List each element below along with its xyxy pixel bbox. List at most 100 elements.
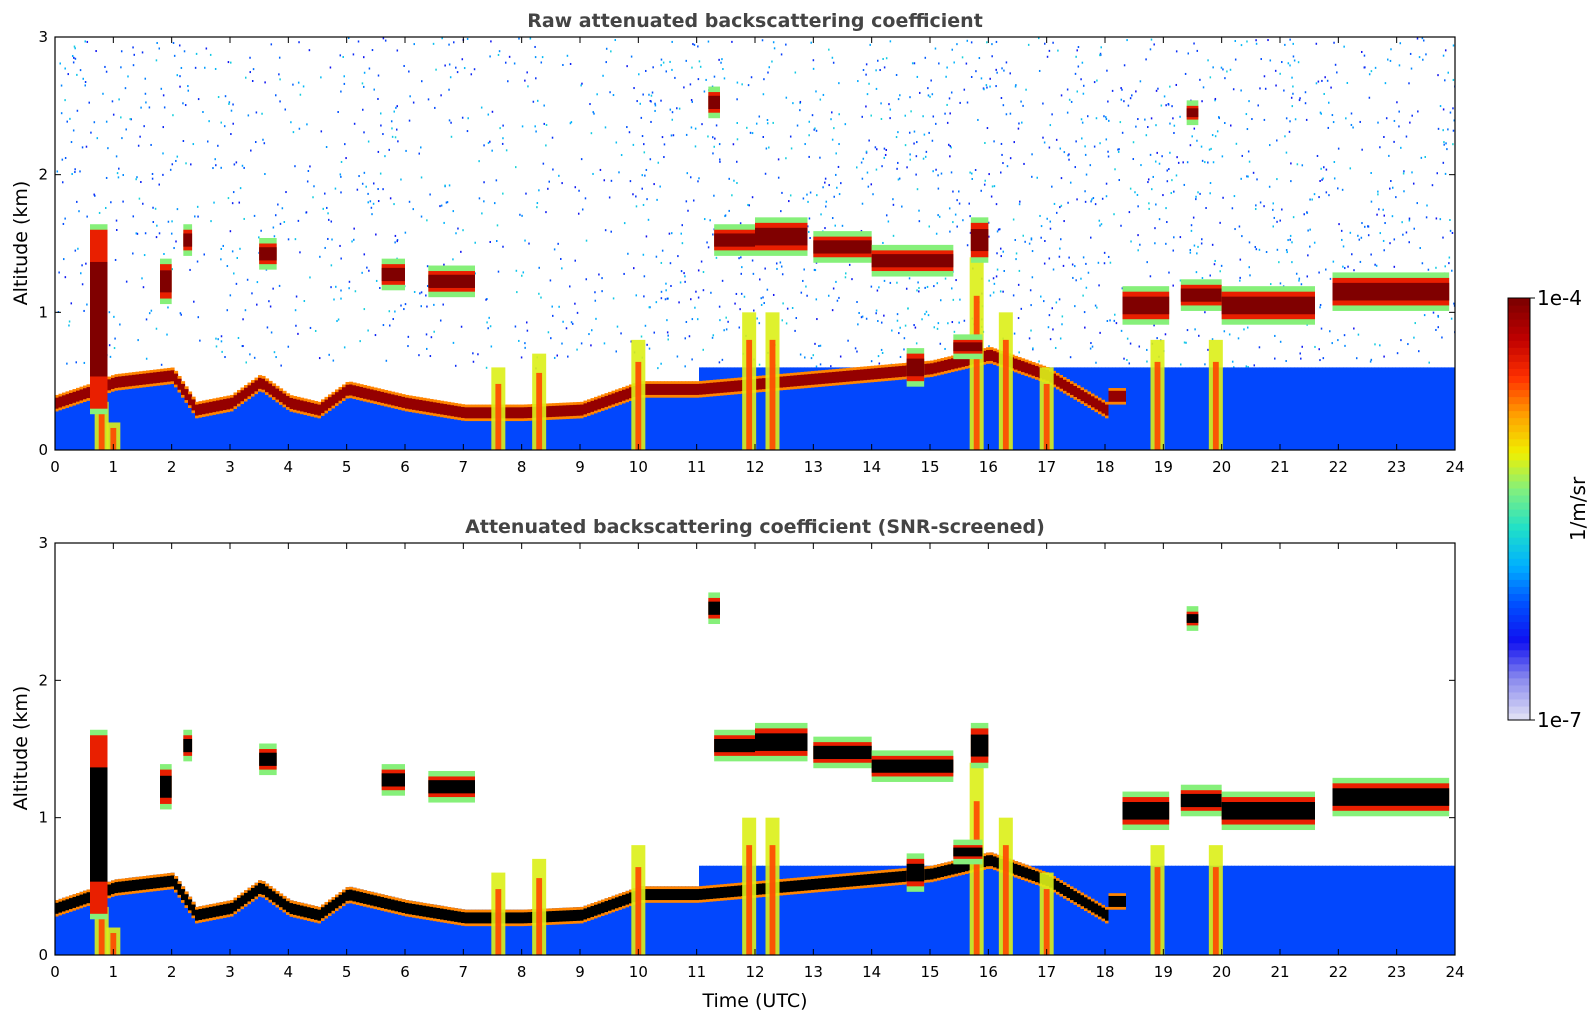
aerosol-top-layer <box>860 874 865 886</box>
noise-speck <box>390 120 393 123</box>
aerosol-top-layer <box>345 889 350 901</box>
noise-speck <box>384 155 386 158</box>
noise-speck <box>1076 49 1078 52</box>
noise-speck <box>788 200 790 203</box>
noise-speck <box>1020 307 1023 310</box>
noise-speck <box>74 249 77 252</box>
aerosol-top-layer <box>951 358 956 370</box>
noise-speck <box>426 284 429 287</box>
aerosol-top-layer <box>317 909 322 921</box>
noise-speck <box>1147 181 1149 184</box>
noise-speck <box>1233 195 1236 198</box>
aerosol-column <box>1287 865 1292 955</box>
noise-speck <box>1353 269 1355 272</box>
noise-speck <box>545 144 547 147</box>
noise-speck <box>1193 127 1196 130</box>
aerosol-top-layer <box>359 892 364 904</box>
colorbar-step <box>1508 705 1530 714</box>
aerosol-column <box>69 895 74 955</box>
colorbar-step <box>1508 305 1530 313</box>
noise-speck <box>644 324 647 327</box>
noise-speck <box>1087 271 1090 274</box>
aerosol-column <box>590 404 595 450</box>
aerosol-top-layer <box>706 888 711 900</box>
aerosol-column <box>457 908 462 955</box>
noise-speck <box>1240 177 1242 180</box>
noise-speck <box>1321 79 1323 82</box>
aerosol-top-layer <box>163 876 168 888</box>
noise-speck <box>1341 238 1343 241</box>
aerosol-top-layer <box>149 877 154 889</box>
noise-speck <box>525 321 528 324</box>
aerosol-column <box>121 380 126 450</box>
noise-speck <box>1411 171 1413 174</box>
noise-speck <box>927 314 930 317</box>
aerosol-column <box>1322 865 1327 955</box>
aerosol-column <box>261 881 266 955</box>
aerosol-column <box>618 893 623 955</box>
aerosol-column <box>1112 865 1117 955</box>
noise-speck <box>1254 245 1257 248</box>
aerosol-top-layer <box>366 388 371 400</box>
noise-speck <box>1022 234 1024 237</box>
aerosol-top-layer <box>1091 396 1096 408</box>
aerosol-top-layer <box>825 877 830 889</box>
noise-speck <box>253 356 256 359</box>
noise-speck <box>766 288 769 291</box>
noise-speck <box>552 168 554 171</box>
noise-speck <box>239 187 242 190</box>
noise-speck <box>326 206 328 209</box>
aerosol-top-layer <box>895 366 900 378</box>
noise-speck <box>1032 347 1034 350</box>
noise-speck <box>646 343 648 346</box>
noise-speck <box>1103 262 1106 265</box>
noise-speck <box>110 201 112 204</box>
noise-speck <box>584 197 587 200</box>
noise-speck <box>1192 216 1195 219</box>
aerosol-top-layer <box>489 407 494 419</box>
panel-screened-xtick-label: 16 <box>979 963 998 981</box>
noise-speck <box>1081 137 1083 140</box>
noise-speck <box>899 355 902 358</box>
aerosol-top-layer <box>856 369 861 381</box>
noise-speck <box>226 265 229 268</box>
noise-speck <box>947 143 950 146</box>
noise-speck <box>1009 72 1011 75</box>
noise-speck <box>1172 117 1174 120</box>
noise-speck <box>1148 207 1150 210</box>
noise-speck <box>337 318 340 321</box>
noise-speck <box>735 292 738 295</box>
noise-speck <box>1129 342 1132 345</box>
aerosol-column <box>1143 367 1148 450</box>
noise-speck <box>827 294 830 297</box>
noise-speck <box>592 111 594 114</box>
noise-speck <box>332 359 335 362</box>
aerosol-column <box>811 865 816 955</box>
aerosol-top-layer <box>832 371 837 383</box>
noise-speck <box>1093 81 1096 84</box>
noise-speck <box>1152 175 1154 178</box>
noise-speck <box>86 303 88 306</box>
noise-speck <box>329 66 332 69</box>
noise-speck <box>366 266 368 269</box>
noise-speck <box>1121 287 1124 290</box>
noise-speck <box>1272 202 1275 205</box>
aerosol-column <box>1182 865 1187 955</box>
aerosol-top-layer <box>314 403 319 415</box>
aerosol-top-layer <box>286 901 291 913</box>
noise-speck <box>643 151 646 154</box>
noise-speck <box>1048 314 1051 317</box>
aerosol-column <box>576 907 581 955</box>
panel-screened-xtick-label: 4 <box>284 963 294 981</box>
noise-speck <box>1060 204 1063 207</box>
aerosol-column <box>142 377 147 450</box>
noise-speck <box>1140 164 1142 167</box>
aerosol-column <box>1133 367 1138 450</box>
noise-speck <box>1031 175 1033 178</box>
cloud-layer <box>259 752 277 766</box>
noise-speck <box>245 361 247 364</box>
noise-speck <box>1393 119 1396 122</box>
noise-speck <box>892 234 895 237</box>
noise-speck <box>1012 294 1015 297</box>
noise-speck <box>1195 198 1197 201</box>
